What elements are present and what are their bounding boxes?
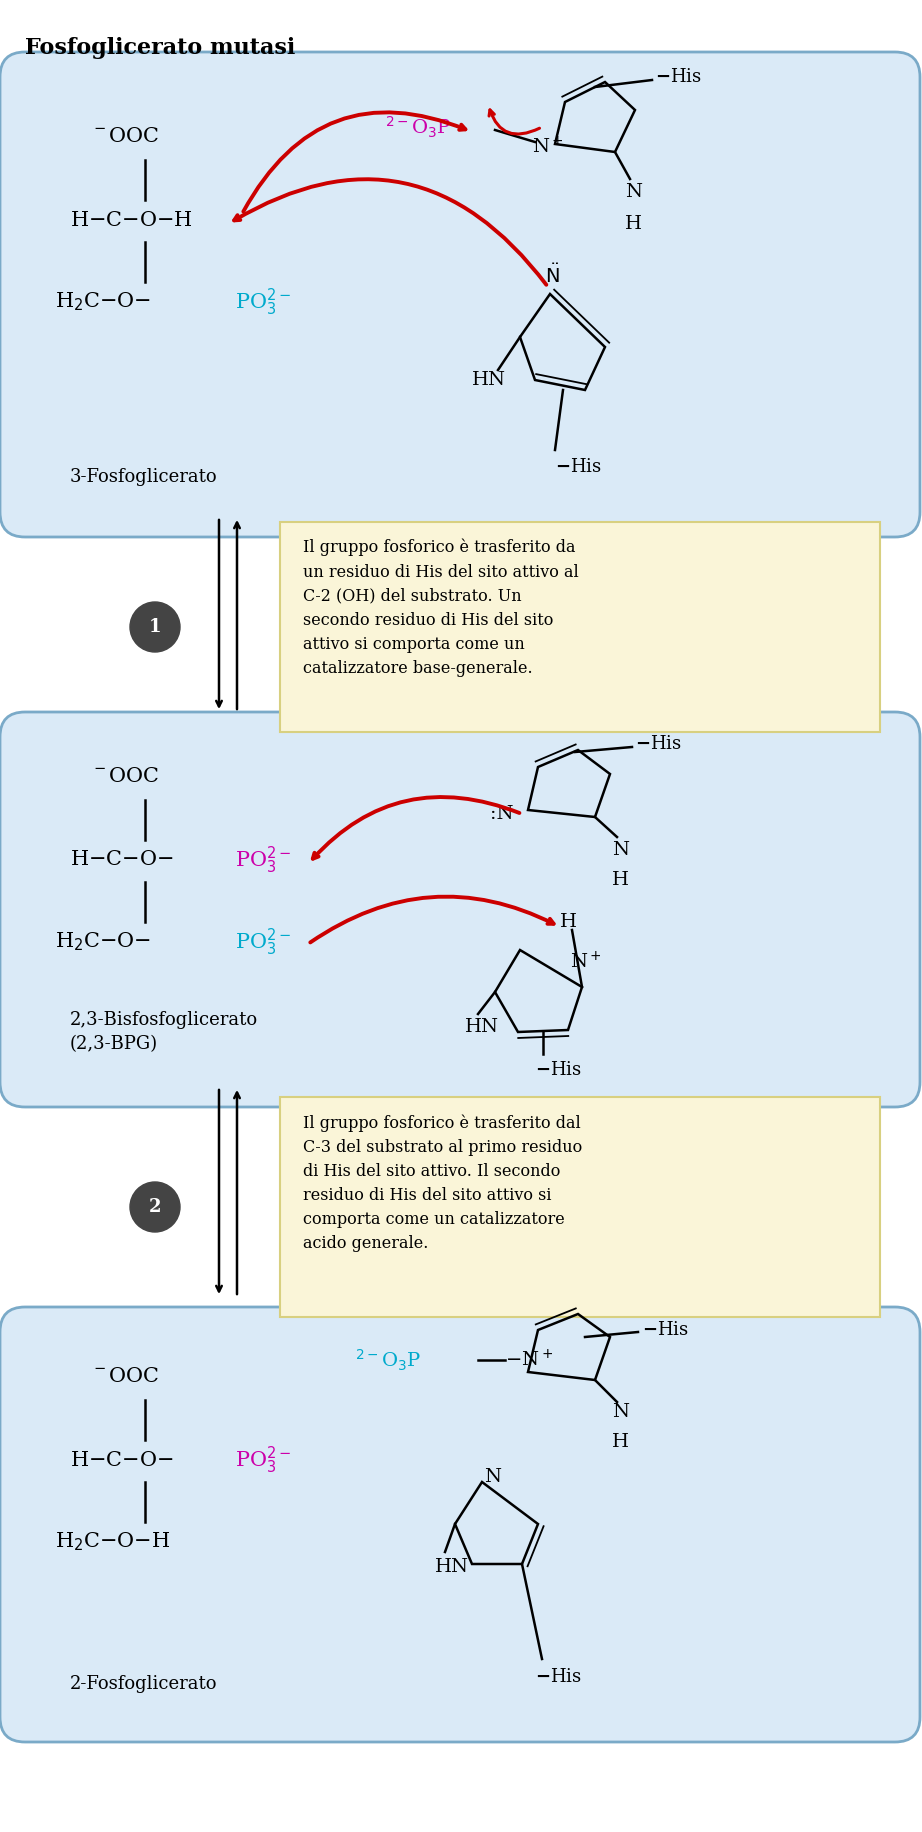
Text: N$^+$: N$^+$ [532,136,564,158]
Text: $\mathbf{-}$His: $\mathbf{-}$His [642,1321,689,1339]
Text: $\mathbf{-}$His: $\mathbf{-}$His [535,1667,582,1685]
Text: H: H [612,1433,629,1451]
Text: N: N [484,1467,501,1486]
Text: H$-$C$-$O$-$H: H$-$C$-$O$-$H [70,211,193,229]
Text: H$_2$C$-$O$-$: H$_2$C$-$O$-$ [55,931,151,953]
Text: H$-$C$-$O$-$: H$-$C$-$O$-$ [70,850,173,870]
Text: 3-Fosfoglicerato: 3-Fosfoglicerato [70,467,218,485]
Circle shape [130,603,180,652]
FancyBboxPatch shape [280,1097,880,1317]
Text: PO$_3^{2-}$: PO$_3^{2-}$ [235,927,291,958]
Text: 1: 1 [148,617,161,636]
Text: Il gruppo fosforico è trasferito da
un residuo di His del sito attivo al
C-2 (OH: Il gruppo fosforico è trasferito da un r… [303,539,579,678]
Text: H: H [625,214,642,233]
Text: $\mathbf{-}$His: $\mathbf{-}$His [635,735,681,753]
Text: 2-Fosfoglicerato: 2-Fosfoglicerato [70,1674,218,1693]
Text: $-$N$^+$: $-$N$^+$ [505,1350,553,1370]
Text: 2,3-Bisfosfoglicerato
(2,3-BPG): 2,3-Bisfosfoglicerato (2,3-BPG) [70,1011,258,1053]
Text: :N: :N [490,804,514,823]
Text: N$^+$: N$^+$ [570,951,602,973]
FancyBboxPatch shape [0,713,920,1107]
Text: $^{2-}$O$_3$P: $^{2-}$O$_3$P [355,1347,421,1372]
Text: H$-$C$-$O$-$: H$-$C$-$O$-$ [70,1451,173,1469]
Text: PO$_3^{2-}$: PO$_3^{2-}$ [235,286,291,317]
Text: $^-$OOC: $^-$OOC [90,1367,160,1387]
Text: $^-$OOC: $^-$OOC [90,128,160,147]
Text: H$_2$C$-$O$-$H: H$_2$C$-$O$-$H [55,1532,171,1554]
Text: N: N [625,183,642,202]
Text: HN: HN [472,372,506,388]
Text: $^{2-}$O$_3$P: $^{2-}$O$_3$P [385,114,451,139]
FancyBboxPatch shape [280,522,880,733]
Text: $\mathbf{-}$His: $\mathbf{-}$His [535,1061,582,1079]
Text: 2: 2 [148,1198,161,1216]
Text: Fosfoglicerato mutasi: Fosfoglicerato mutasi [25,37,295,59]
Text: HN: HN [435,1557,469,1576]
Text: H: H [560,912,577,931]
Text: N: N [612,841,629,859]
Text: Il gruppo fosforico è trasferito dal
C-3 del substrato al primo residuo
di His d: Il gruppo fosforico è trasferito dal C-3… [303,1114,583,1253]
FancyBboxPatch shape [0,1306,920,1742]
Text: $\mathbf{-}$His: $\mathbf{-}$His [655,68,702,86]
Circle shape [130,1182,180,1231]
Text: N: N [612,1403,629,1422]
FancyBboxPatch shape [0,51,920,537]
Text: PO$_3^{2-}$: PO$_3^{2-}$ [235,845,291,876]
Text: H$_2$C$-$O$-$: H$_2$C$-$O$-$ [55,291,151,313]
Text: HN: HN [465,1019,499,1037]
Text: $^-$OOC: $^-$OOC [90,768,160,786]
Text: $\ddot{\mathrm{N}}$: $\ddot{\mathrm{N}}$ [545,264,560,288]
Text: H: H [612,870,629,889]
Text: PO$_3^{2-}$: PO$_3^{2-}$ [235,1444,291,1475]
Text: $\mathbf{-}$His: $\mathbf{-}$His [555,458,602,476]
